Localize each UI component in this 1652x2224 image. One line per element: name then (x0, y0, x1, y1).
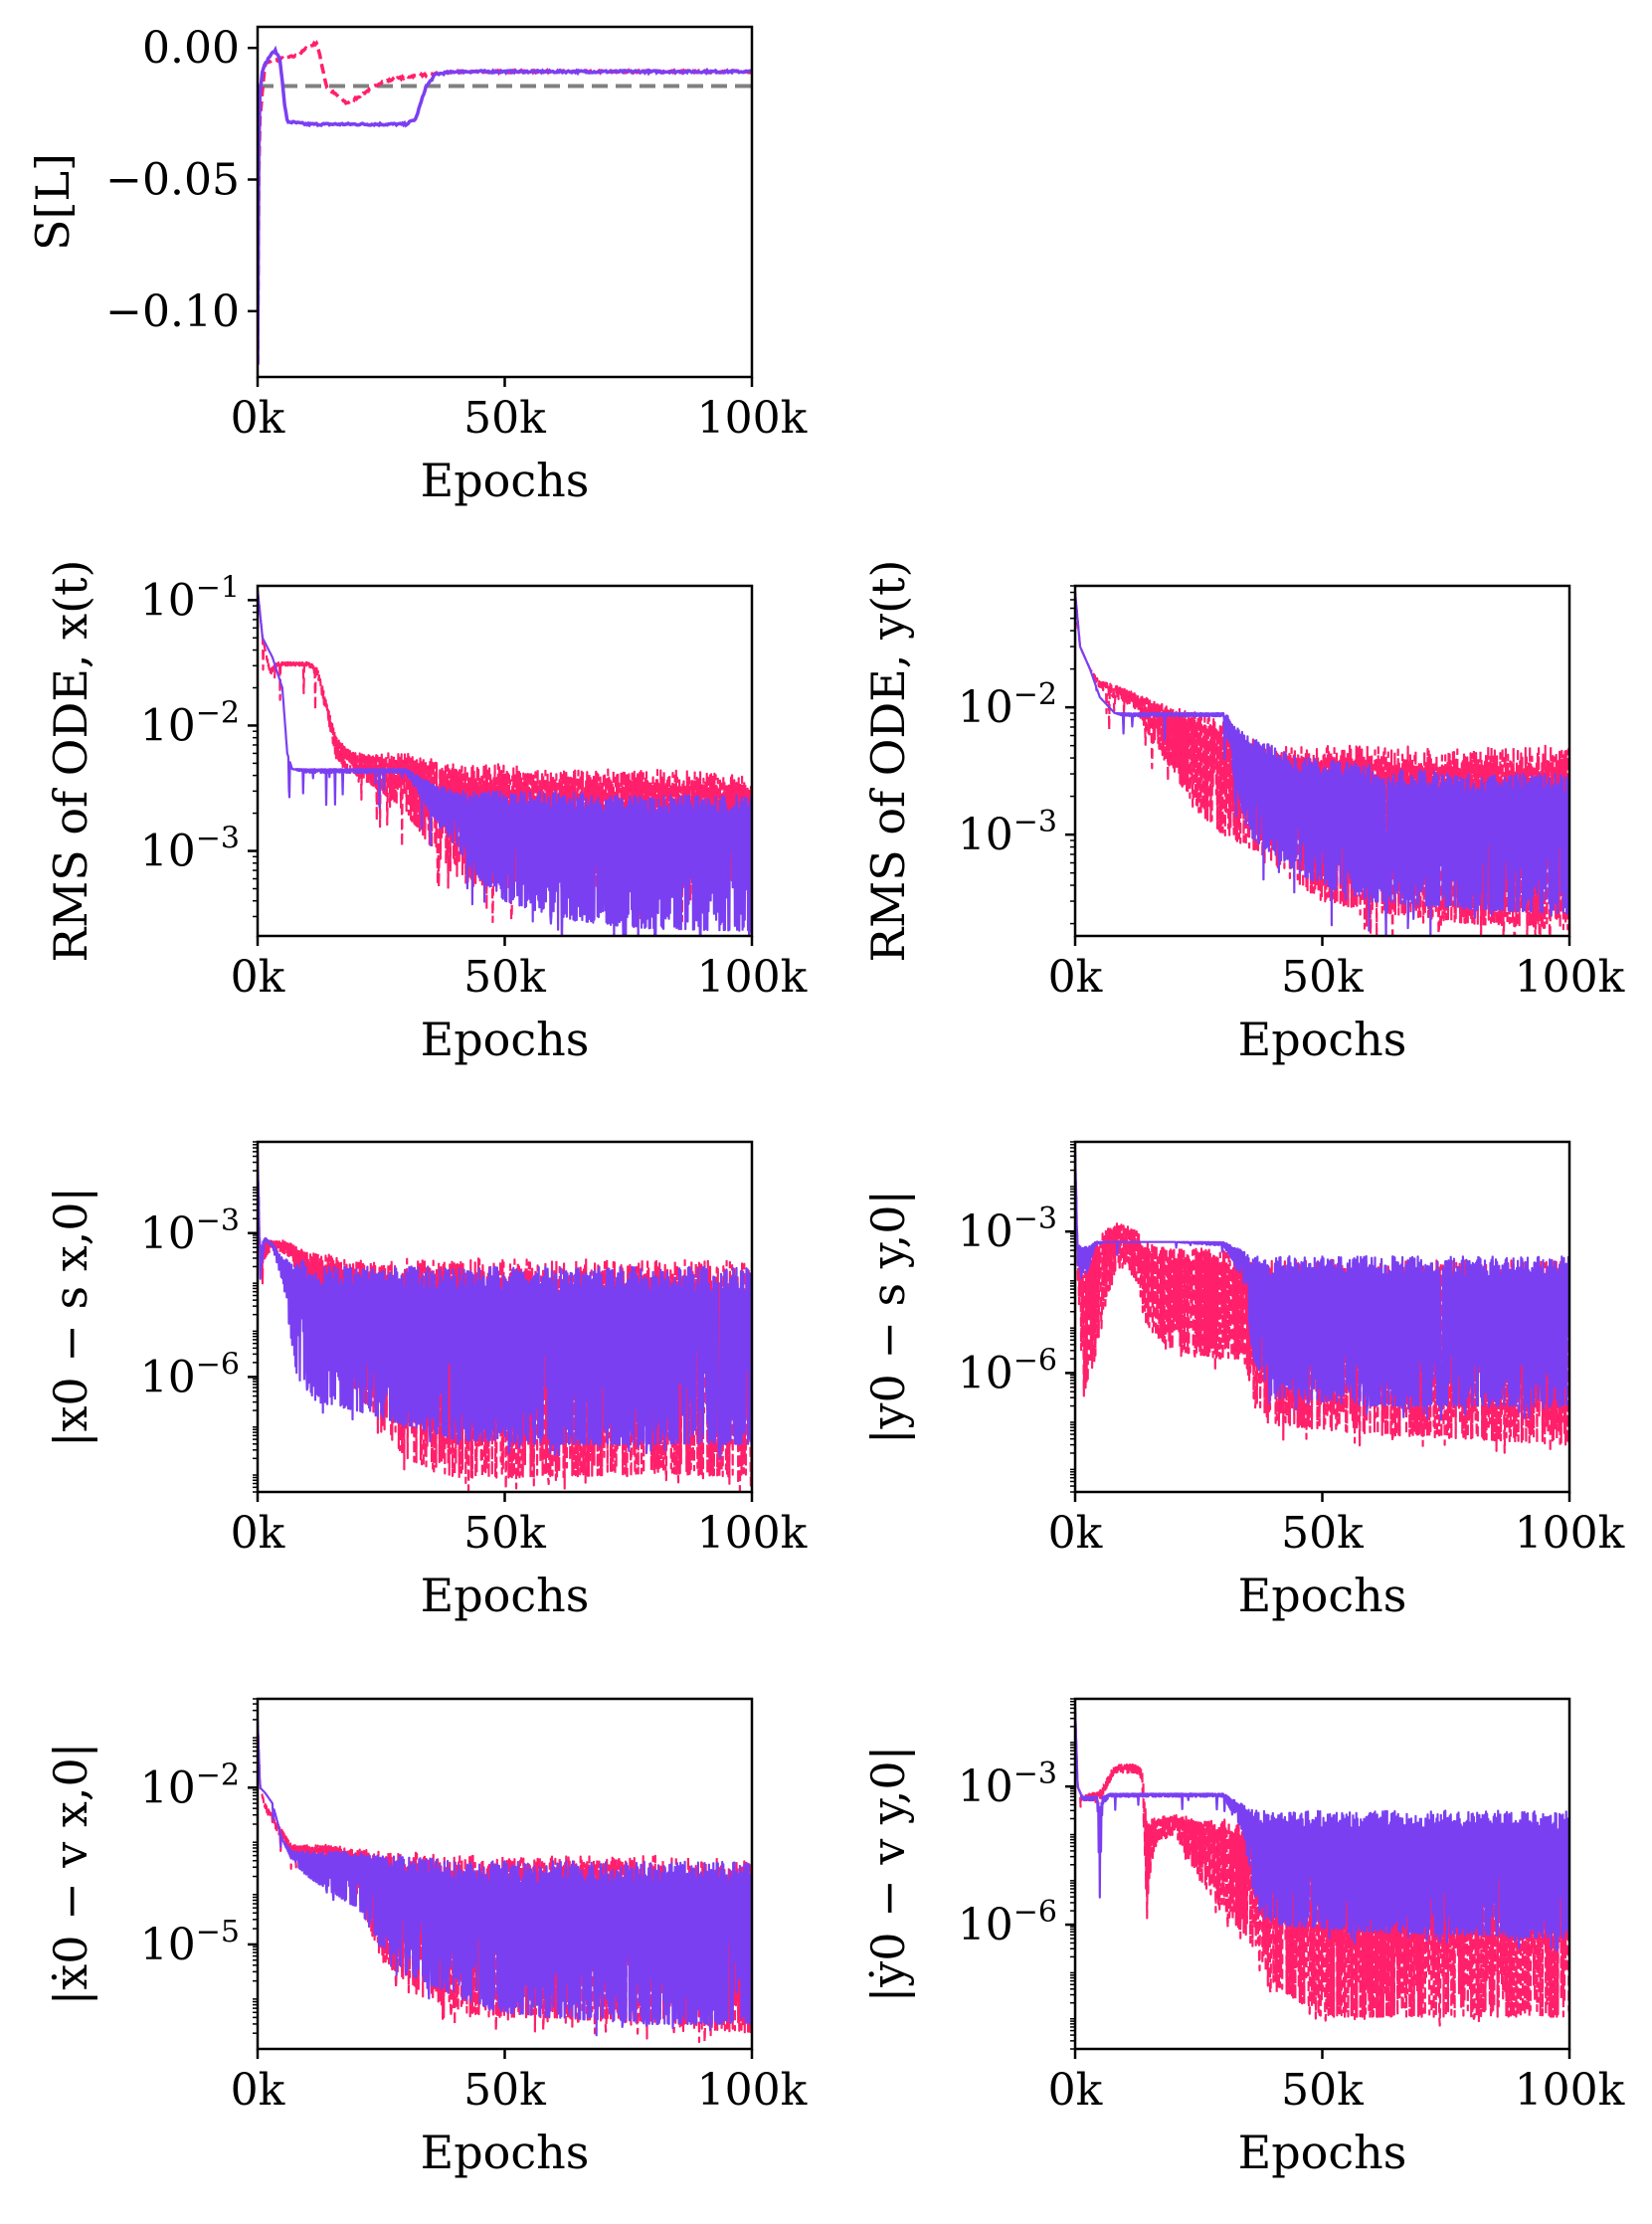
series-line-a (258, 590, 752, 925)
series-line-b (1075, 1708, 1569, 1951)
y-tick-label: 10−6 (140, 1347, 240, 1402)
y-tick-label: 10−2 (140, 695, 240, 751)
x-tick-label: 0k (1048, 952, 1103, 1003)
plot-area (1075, 1151, 1569, 1454)
plot-area (258, 1151, 752, 1492)
y-axis-label: |ẋ0 − v x,0| (44, 1743, 97, 2005)
panel-rms-y: 0k 50k 100k 10−2 10−3 Epochs RMS of ODE, y(t) (861, 560, 1625, 1067)
y-axis-label: S[L] (26, 153, 80, 251)
y-tick-label: 0.00 (142, 23, 240, 74)
y-axis-label: RMS of ODE, y(t) (861, 560, 915, 963)
x-axis-label: Epochs (1238, 1569, 1407, 1622)
y-tick-label: 10−1 (140, 570, 240, 626)
panel-s-l: 0k 50k 100k 0.00 −0.05 −0.10 Epochs S[L] (26, 23, 808, 507)
x-tick-label: 100k (1515, 2065, 1625, 2116)
x-tick-label: 0k (1048, 2065, 1103, 2116)
series-line-b (258, 45, 752, 365)
x-tick-label: 100k (697, 393, 808, 444)
x-axis-label: Epochs (421, 2126, 590, 2179)
panel-rms-x: 0k 50k 100k 10−1 10−2 10−3 Epochs RMS of ODE, x… (44, 560, 808, 1066)
panel-y0-err: 0k 50k 100k 10−3 10−6 Epochs |y0 − s y,0| (861, 1140, 1625, 1622)
panel-vx0-err: 0k 50k 100k 10−2 10−5 Epochs |ẋ0 − v x,0| (44, 1697, 808, 2179)
x-tick-label: 50k (1281, 952, 1364, 1003)
x-tick-label: 100k (1515, 1508, 1625, 1559)
x-tick-label: 0k (1048, 1508, 1103, 1559)
x-tick-label: 50k (1281, 1508, 1364, 1559)
x-tick-label: 100k (1515, 952, 1625, 1003)
y-tick-label: 10−3 (140, 1204, 240, 1259)
y-tick-label: −0.05 (105, 155, 240, 206)
plot-area (1075, 592, 1569, 936)
y-tick-label: 10−3 (958, 805, 1057, 860)
series-line-b (1075, 1151, 1569, 1421)
x-axis-label: Epochs (1238, 1013, 1407, 1066)
series-line-b (258, 1719, 752, 2037)
plot-area (258, 1719, 752, 2044)
y-axis-label: |x0 − s x,0| (44, 1187, 97, 1447)
x-tick-label: 0k (231, 2065, 285, 2116)
x-axis-label: Epochs (421, 1013, 590, 1066)
y-tick-label: 10−6 (958, 1895, 1057, 1950)
plot-area (258, 590, 752, 936)
x-tick-label: 100k (697, 2065, 808, 2116)
x-tick-label: 100k (697, 1508, 808, 1559)
x-tick-label: 0k (231, 393, 285, 444)
x-tick-label: 50k (463, 1508, 546, 1559)
series-line-b (258, 1151, 752, 1459)
y-axis-label: |ẏ0 − v y,0| (861, 1746, 915, 2002)
panel-x0-err: 0k 50k 100k 10−3 10−6 Epochs |x0 − s x,0| (44, 1140, 808, 1622)
y-tick-label: −0.10 (105, 286, 240, 337)
axes-frame (256, 25, 754, 379)
y-tick-label: 10−3 (958, 1757, 1057, 1812)
y-tick-label: 10−5 (140, 1915, 240, 1970)
y-tick-label: 10−2 (958, 677, 1057, 733)
y-tick-label: 10−3 (958, 1202, 1057, 1257)
x-tick-label: 0k (231, 1508, 285, 1559)
y-tick-label: 10−3 (140, 822, 240, 877)
series-line-a (1075, 592, 1569, 936)
y-tick-label: 10−6 (958, 1343, 1057, 1398)
plot-area (258, 40, 752, 365)
panel-vy0-err: 0k 50k 100k 10−3 10−6 Epochs |ẏ0 − v y,0| (861, 1697, 1625, 2179)
series-line-b (258, 590, 752, 936)
series-line-b (1075, 592, 1569, 936)
x-tick-label: 50k (463, 2065, 546, 2116)
x-tick-label: 50k (463, 393, 546, 444)
y-axis-label: |y0 − s y,0| (861, 1190, 915, 1444)
x-tick-label: 100k (697, 952, 808, 1003)
x-tick-label: 0k (231, 952, 285, 1003)
y-axis-label: RMS of ODE, x(t) (44, 560, 97, 963)
y-tick-label: 10−2 (140, 1758, 240, 1813)
x-axis-label: Epochs (1238, 2126, 1407, 2179)
x-axis-label: Epochs (421, 454, 590, 507)
plot-area (1075, 1708, 1569, 2027)
x-tick-label: 50k (1281, 2065, 1364, 2116)
series-line-a (258, 40, 752, 365)
x-tick-label: 50k (463, 952, 546, 1003)
x-axis-label: Epochs (421, 1569, 590, 1622)
